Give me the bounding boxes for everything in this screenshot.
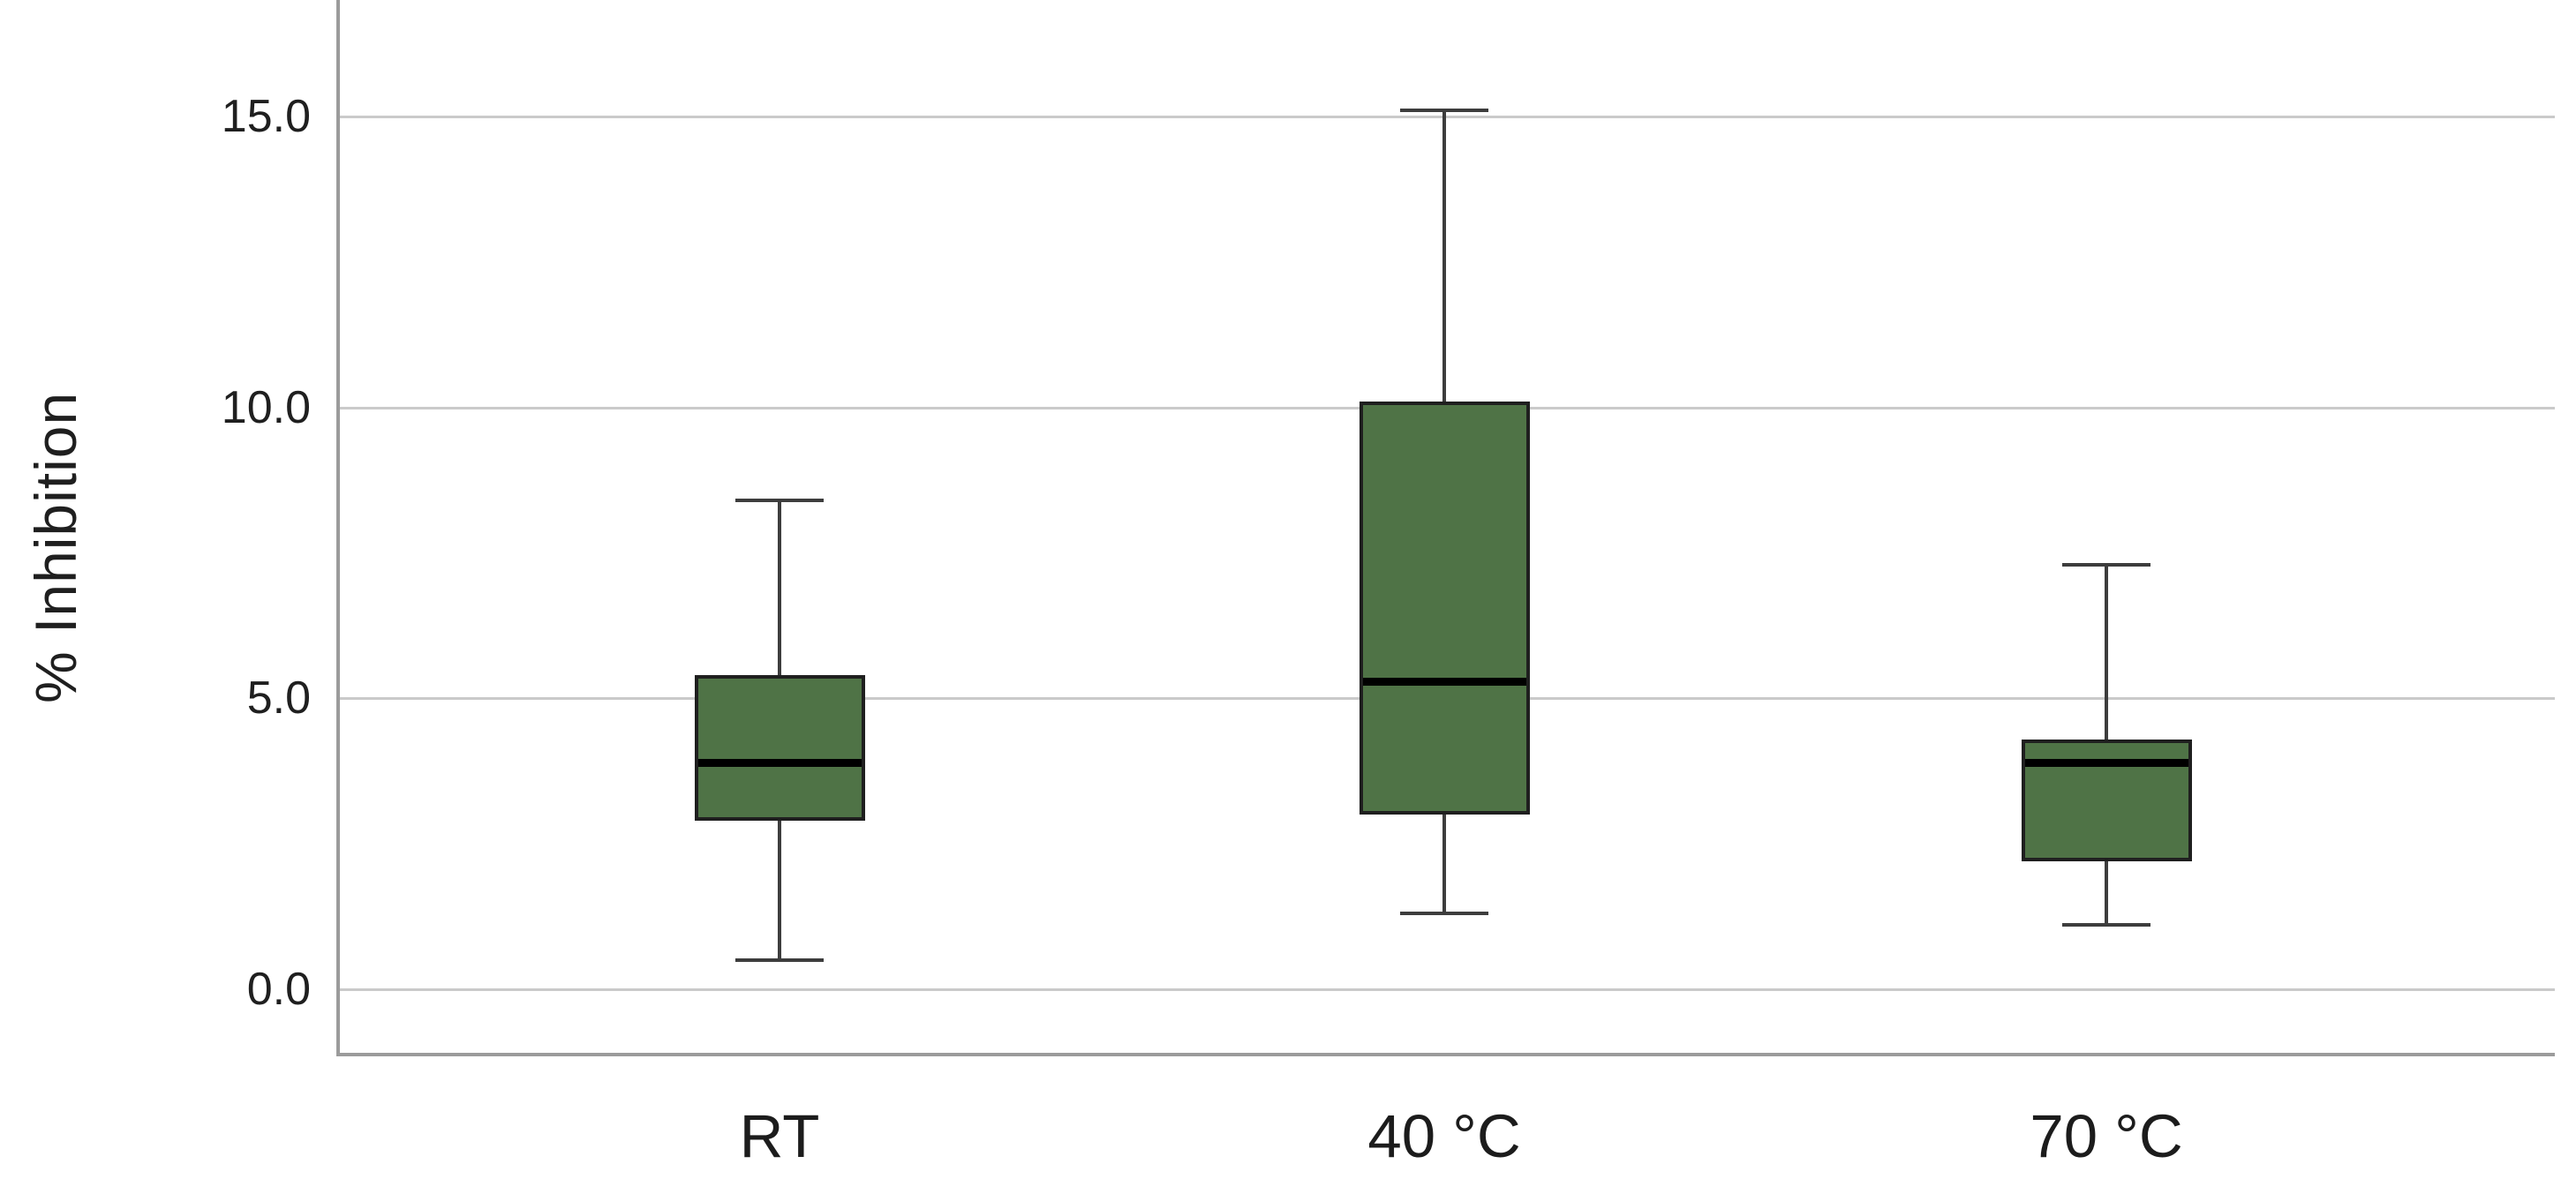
lower-whisker-cap-70 °C xyxy=(2062,923,2150,927)
box-RT xyxy=(694,675,865,821)
lower-whisker-cap-40 °C xyxy=(1400,912,1488,915)
upper-whisker-cap-70 °C xyxy=(2062,563,2150,567)
y-tick-label: 5.0 xyxy=(246,672,311,724)
x-category-label-70 °C: 70 °C xyxy=(2030,1102,2183,1170)
x-category-label-RT: RT xyxy=(739,1102,820,1170)
upper-whisker-RT xyxy=(778,500,781,675)
median-line-RT xyxy=(697,759,862,767)
y-axis-title: % Inhibition xyxy=(23,391,88,703)
upper-whisker-40 °C xyxy=(1442,110,1446,402)
y-tick-label: 10.0 xyxy=(221,382,311,433)
box-70 °C xyxy=(2021,740,2192,861)
y-tick-label: 0.0 xyxy=(246,964,311,1015)
y-tick-label: 15.0 xyxy=(221,91,311,142)
gridline-15.0 xyxy=(340,116,2555,118)
median-line-40 °C xyxy=(1362,678,1526,686)
upper-whisker-70 °C xyxy=(2105,565,2108,740)
gridline-0.0 xyxy=(340,988,2555,991)
upper-whisker-cap-40 °C xyxy=(1400,109,1488,112)
box-40 °C xyxy=(1359,402,1530,815)
median-line-70 °C xyxy=(2024,759,2188,767)
lower-whisker-cap-RT xyxy=(735,958,824,962)
lower-whisker-RT xyxy=(778,821,781,960)
upper-whisker-cap-RT xyxy=(735,499,824,502)
lower-whisker-40 °C xyxy=(1442,815,1446,913)
x-category-label-40 °C: 40 °C xyxy=(1367,1102,1521,1170)
lower-whisker-70 °C xyxy=(2105,861,2108,925)
